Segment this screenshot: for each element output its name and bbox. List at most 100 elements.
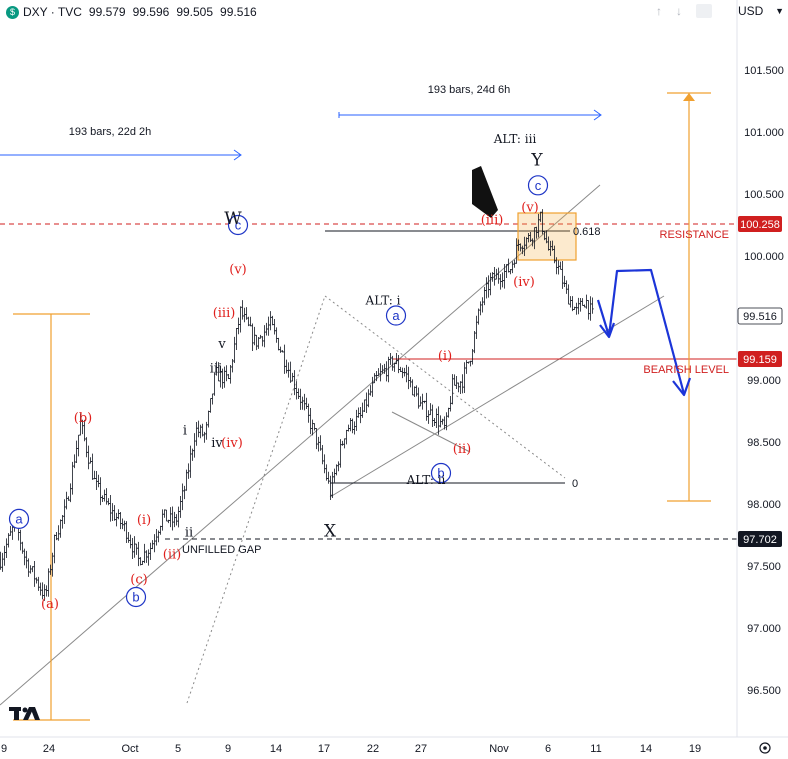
wave-label: (iv) [513,275,535,290]
wave-label [430,462,452,484]
currency-label: USD [738,4,764,18]
wave-label [385,305,407,326]
wave-label: W [224,209,242,229]
wave-label: (v) [521,200,539,215]
wave-label [527,175,549,196]
symbol-name[interactable]: DXY · TVC [23,5,82,19]
wave-label: (c) [130,572,147,587]
x-tick-label: 11 [590,743,601,755]
wave-label: (a) [41,597,59,612]
wave-label: iv [211,436,223,451]
screenshot-icon[interactable] [696,4,712,18]
y-tick-label: 100.500 [744,189,784,201]
unfilled-gap-label: UNFILLED GAP [182,544,261,556]
y-tick-label: 98.000 [747,499,781,511]
price-label-gap: 97.702 [738,531,782,547]
wave-label-text: a [15,511,23,526]
time-axis: 9 24 Oct 5 9 14 17 22 27 Nov 6 11 14 19 [1,743,701,755]
price-label-bearish: 99.159 [738,351,782,367]
x-tick-label: 14 [640,743,652,755]
x-tick-label: Oct [121,743,138,755]
x-tick-label: 24 [43,743,55,755]
y-tick-label: 96.500 [747,685,781,697]
wave-b-line [391,411,471,453]
wave-label: i [183,424,187,439]
resistance-label: RESISTANCE [660,229,729,241]
fib-0618-label: 0.618 [573,226,601,238]
wave-label [125,586,147,608]
wave-label-text: a [392,308,400,323]
x-tick-label: 14 [270,743,282,755]
fib-dotted-right [324,295,566,479]
down-arrow-icon [472,166,498,218]
price-label-resistance: 100.258 [738,216,782,232]
wave-label: (iv) [221,436,243,451]
wave-label: v [217,337,226,352]
wave-label-text: b [132,590,139,605]
x-tick-label: 22 [367,743,379,755]
wave-label: ALT: iii [493,132,537,146]
wave-label: (ii) [453,442,471,457]
wave-label: Y [530,151,543,171]
bearish-level-label: BEARISH LEVEL [643,364,729,376]
x-tick-label: 5 [175,743,181,755]
y-tick-label: 101.500 [744,65,784,77]
chevron-down-icon: ▼ [775,6,784,16]
wave-label: (b) [74,411,92,426]
ohlc-open: 99.579 [88,5,126,19]
up-arrow-icon[interactable]: ↑ [656,4,662,18]
upper-trendline [0,184,601,706]
wave-label: (v) [229,262,247,277]
wave-labels: RESISTANCE BEARISH LEVEL UNFILLED GAP 0.618… [8,84,729,612]
wave-label: X [324,521,337,541]
wave-label: ALT: ii [406,473,446,487]
x-tick-label: 6 [545,743,551,755]
lower-trendline [329,295,665,498]
x-tick-label: 27 [415,743,427,755]
price-label-close: 99.516 [737,307,783,325]
svg-text:97.702: 97.702 [743,534,777,546]
bars-label-right: 193 bars, 24d 6h [428,84,511,96]
wave-label: ALT: i [365,293,401,307]
x-tick-label: 9 [225,743,231,755]
wave-label: (ii) [163,548,181,563]
x-tick-label: 17 [318,743,330,755]
chart-toolbar-icons: ↑ ↓ [656,4,712,18]
candles [0,209,594,601]
fib-dotted-left [186,295,326,704]
wave-label-text: c [535,178,542,193]
x-tick-label: 9 [1,743,7,755]
wave-label: (iii) [213,306,236,321]
wave-label: iii [210,362,222,377]
wave-label: (iii) [481,213,504,228]
down-arrow-icon[interactable]: ↓ [676,4,682,18]
wave-label: ii [185,525,193,540]
currency-selector[interactable]: USD ▼ [738,2,784,20]
symbol-icon: $ [6,5,19,19]
bars-label-left: 193 bars, 22d 2h [69,126,152,138]
svg-text:99.159: 99.159 [743,354,777,366]
y-tick-label: 97.500 [747,561,781,573]
wave-label: (i) [438,349,452,364]
wave-label: (i) [137,513,151,528]
x-tick-label: 19 [689,743,701,755]
y-tick-label: 100.000 [744,251,784,263]
settings-icon[interactable] [759,742,771,754]
projection-path [596,268,686,395]
wave-label-text: b [437,466,444,481]
y-tick-label: 101.000 [744,127,784,139]
wave-label-text: c [235,218,242,233]
resistance-zone-box [517,212,577,261]
wave-label [8,508,30,529]
y-tick-label: 99.000 [747,375,781,387]
y-tick-label: 97.000 [747,623,781,635]
y-tick-label: 98.500 [747,437,781,449]
ohlc-high: 99.596 [132,5,170,19]
svg-text:100.258: 100.258 [740,219,780,231]
fib-0-label: 0 [572,478,578,490]
chart-header: $ DXY · TVC 99.579 99.596 99.505 99.516 [6,3,257,21]
svg-text:99.516: 99.516 [743,311,777,323]
tradingview-logo [9,707,40,720]
ohlc-low: 99.505 [176,5,214,19]
